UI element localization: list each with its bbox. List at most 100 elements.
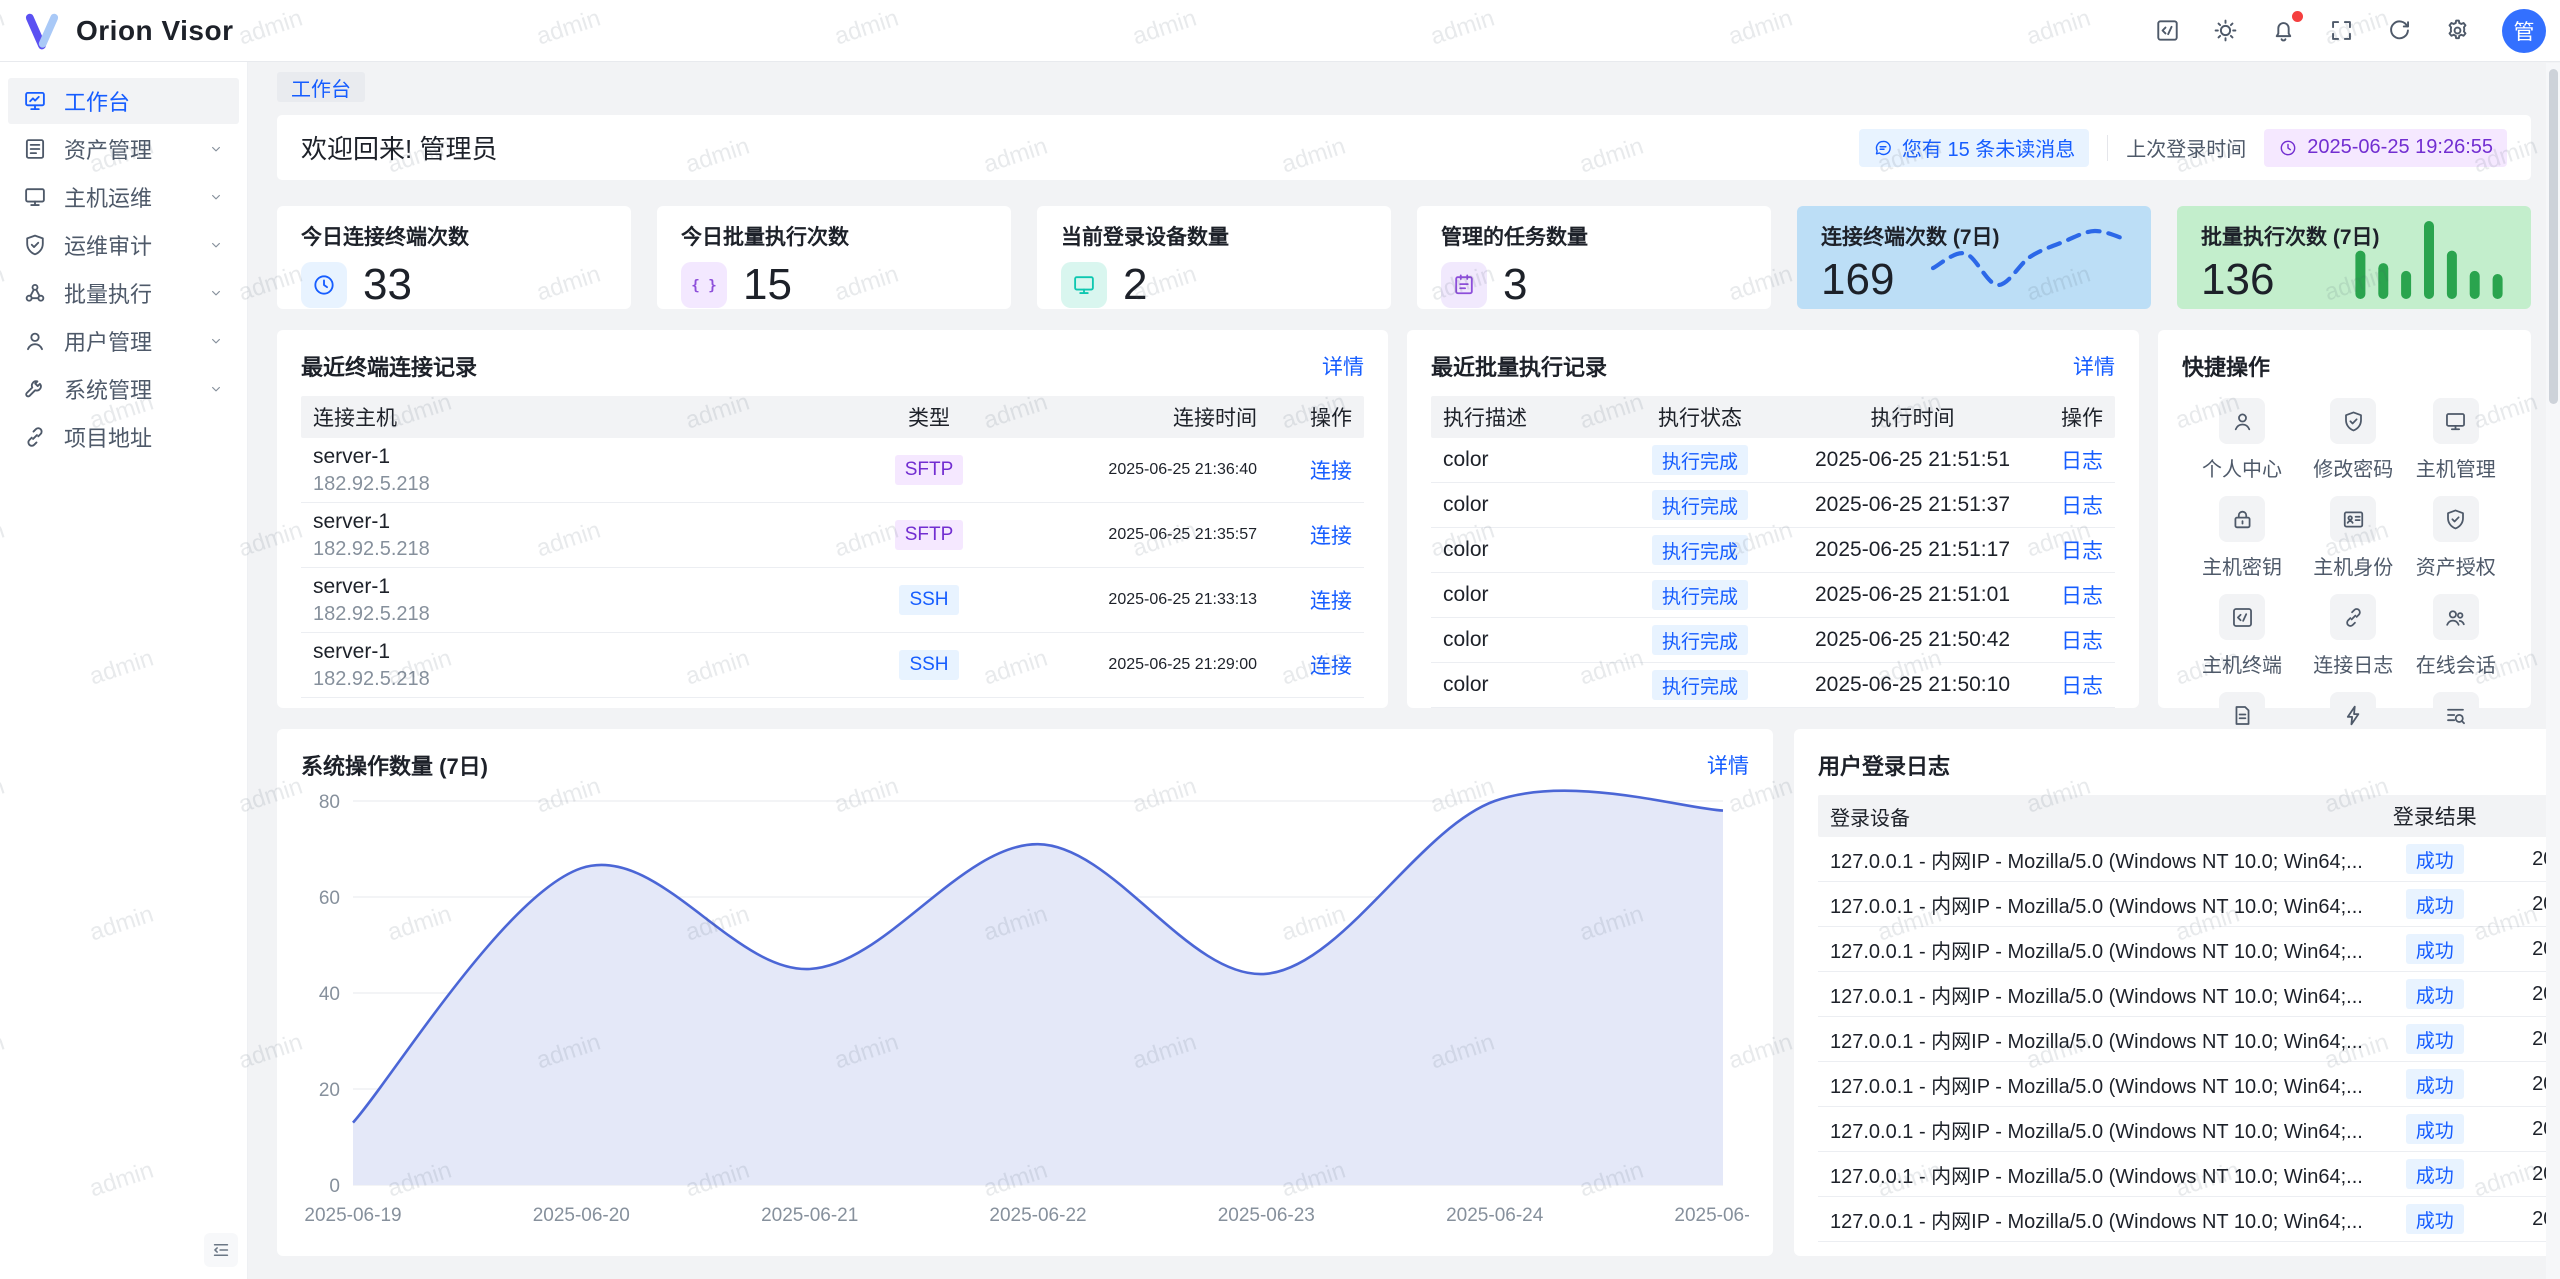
quick-action-8[interactable]: 在线会话 bbox=[2405, 594, 2508, 678]
quick-action-5[interactable]: 资产授权 bbox=[2405, 496, 2508, 580]
quick-action-7[interactable]: 连接日志 bbox=[2302, 594, 2405, 678]
svg-text:40: 40 bbox=[319, 984, 340, 1005]
welcome-card: 欢迎回来! 管理员 您有 15 条未读消息 上次登录时间 2025-06-25 … bbox=[277, 115, 2531, 180]
login-result-tag: 成功 bbox=[2406, 1114, 2464, 1144]
code-button[interactable] bbox=[2150, 14, 2184, 48]
exec-status-tag: 执行完成 bbox=[1652, 670, 1748, 700]
quick-action-3[interactable]: 主机密钥 bbox=[2182, 496, 2302, 580]
collapse-sidebar-button[interactable] bbox=[204, 1233, 238, 1267]
connect-link[interactable]: 连接 bbox=[1310, 655, 1352, 678]
log-link[interactable]: 日志 bbox=[2061, 675, 2103, 698]
login-device: 127.0.0.1 - 内网IP - Mozilla/5.0 (Windows … bbox=[1818, 845, 2375, 874]
sidebar-item-5[interactable]: 用户管理 bbox=[8, 318, 239, 364]
stat-card-3: 管理的任务数量 3 bbox=[1417, 206, 1771, 309]
sidebar-item-6[interactable]: 系统管理 bbox=[8, 366, 239, 412]
ops-area-chart: 0204060802025-06-192025-06-202025-06-212… bbox=[301, 787, 1749, 1244]
breadcrumb[interactable]: 工作台 bbox=[277, 72, 365, 102]
login-device: 127.0.0.1 - 内网IP - Mozilla/5.0 (Windows … bbox=[1818, 1070, 2375, 1099]
team-icon bbox=[2433, 594, 2479, 640]
stat-label: 当前登录设备数量 bbox=[1061, 221, 1367, 251]
sidebar: 工作台 资产管理 主机运维 运维审计 批量执行 用户管理 系统管理 bbox=[0, 62, 248, 1279]
login-device: 127.0.0.1 - 内网IP - Mozilla/5.0 (Windows … bbox=[1818, 1115, 2375, 1144]
exec-desc: color bbox=[1431, 583, 1620, 607]
exec-desc: color bbox=[1431, 673, 1620, 697]
connect-link[interactable]: 连接 bbox=[1310, 590, 1352, 613]
main-content: 工作台 欢迎回来! 管理员 您有 15 条未读消息 上次登录时间 2025-06… bbox=[248, 62, 2560, 1279]
quick-action-6[interactable]: 主机终端 bbox=[2182, 594, 2302, 678]
svg-text:2025-06-21: 2025-06-21 bbox=[761, 1205, 858, 1226]
log-link[interactable]: 日志 bbox=[2061, 540, 2103, 563]
braces-icon: { } bbox=[681, 262, 727, 308]
quick-action-label: 主机密钥 bbox=[2202, 551, 2282, 580]
host-name: server-1 bbox=[313, 510, 857, 534]
ops-panel-title: 系统操作数量 (7日) bbox=[301, 749, 488, 781]
terminal-details-link[interactable]: 详情 bbox=[1322, 351, 1364, 381]
svg-text:80: 80 bbox=[319, 792, 340, 813]
notifications-button[interactable] bbox=[2266, 14, 2300, 48]
sidebar-item-7[interactable]: 项目地址 bbox=[8, 414, 239, 460]
batch-details-link[interactable]: 详情 bbox=[2073, 351, 2115, 381]
sidebar-item-4[interactable]: 批量执行 bbox=[8, 270, 239, 316]
exec-status-tag: 执行完成 bbox=[1652, 625, 1748, 655]
batch-records-panel: 最近批量执行记录 详情 执行描述执行状态 执行时间操作 color 执行完成 2… bbox=[1407, 330, 2139, 708]
batch-spark-card: 批量执行次数 (7日) 136 bbox=[2177, 206, 2531, 309]
login-result-tag: 成功 bbox=[2406, 1159, 2464, 1189]
terminal-panel-title: 最近终端连接记录 bbox=[301, 350, 477, 382]
table-row: color 执行完成 2025-06-25 21:51:37 日志 bbox=[1431, 483, 2115, 528]
scrollbar-thumb[interactable] bbox=[2549, 69, 2558, 404]
host-icon bbox=[22, 184, 48, 210]
sidebar-item-3[interactable]: 运维审计 bbox=[8, 222, 239, 268]
quick-action-4[interactable]: 主机身份 bbox=[2302, 496, 2405, 580]
sidebar-item-label: 工作台 bbox=[64, 85, 130, 117]
connect-link[interactable]: 连接 bbox=[1310, 460, 1352, 483]
table-header: 连接主机类型 连接时间操作 bbox=[301, 396, 1364, 438]
bell-icon bbox=[2270, 17, 2297, 44]
table-header: 执行描述执行状态 执行时间操作 bbox=[1431, 396, 2115, 438]
asset-icon bbox=[22, 136, 48, 162]
stats-row: 今日连接终端次数 33 今日批量执行次数 { } 15 当前登录设备数量 2 管… bbox=[277, 206, 2531, 309]
refresh-button[interactable] bbox=[2382, 14, 2416, 48]
login-result-tag: 成功 bbox=[2406, 1204, 2464, 1234]
quick-panel-title: 快捷操作 bbox=[2182, 350, 2270, 382]
link-icon bbox=[2330, 594, 2376, 640]
host-name: server-1 bbox=[313, 575, 857, 599]
sidebar-item-label: 资产管理 bbox=[64, 133, 152, 165]
login-panel-title: 用户登录日志 bbox=[1818, 749, 1950, 781]
id-card-icon bbox=[2330, 496, 2376, 542]
svg-text:2025-06-23: 2025-06-23 bbox=[1218, 1205, 1315, 1226]
terminal-records-panel: 最近终端连接记录 详情 连接主机类型 连接时间操作 server-1182.92… bbox=[277, 330, 1388, 708]
log-link[interactable]: 日志 bbox=[2061, 495, 2103, 518]
fullscreen-button[interactable] bbox=[2324, 14, 2358, 48]
sidebar-item-label: 运维审计 bbox=[64, 229, 152, 261]
quick-action-2[interactable]: 主机管理 bbox=[2405, 398, 2508, 482]
exec-time: 2025-06-25 21:51:01 bbox=[1780, 583, 2045, 607]
scrollbar[interactable] bbox=[2546, 63, 2560, 1279]
clock-icon bbox=[301, 262, 347, 308]
ops-details-link[interactable]: 详情 bbox=[1707, 750, 1749, 780]
type-tag: SSH bbox=[899, 650, 958, 680]
sidebar-item-0[interactable]: 工作台 bbox=[8, 78, 239, 124]
login-log-panel: 用户登录日志 详情 登录设备登录结果 登录时间 127.0.0.1 - 内网IP… bbox=[1794, 729, 2560, 1256]
connect-link[interactable]: 连接 bbox=[1310, 525, 1352, 548]
user-icon bbox=[2219, 398, 2265, 444]
sidebar-item-1[interactable]: 资产管理 bbox=[8, 126, 239, 172]
table-row: color 执行完成 2025-06-25 21:50:42 日志 bbox=[1431, 618, 2115, 663]
settings-button[interactable] bbox=[2440, 14, 2474, 48]
stat-card-0: 今日连接终端次数 33 bbox=[277, 206, 631, 309]
sidebar-item-2[interactable]: 主机运维 bbox=[8, 174, 239, 220]
logo-icon bbox=[22, 11, 62, 51]
user-avatar[interactable]: 管 bbox=[2502, 9, 2546, 53]
table-row: server-1182.92.5.218 SFTP 2025-06-25 21:… bbox=[301, 438, 1364, 503]
theme-button[interactable] bbox=[2208, 14, 2242, 48]
quick-action-0[interactable]: 个人中心 bbox=[2182, 398, 2302, 482]
log-link[interactable]: 日志 bbox=[2061, 450, 2103, 473]
log-link[interactable]: 日志 bbox=[2061, 630, 2103, 653]
quick-action-label: 主机终端 bbox=[2202, 649, 2282, 678]
exec-time: 2025-06-25 21:50:42 bbox=[1780, 628, 2045, 652]
login-result-tag: 成功 bbox=[2406, 1024, 2464, 1054]
stat-value: 15 bbox=[743, 260, 792, 310]
quick-action-1[interactable]: 修改密码 bbox=[2302, 398, 2405, 482]
log-link[interactable]: 日志 bbox=[2061, 585, 2103, 608]
batch-panel-title: 最近批量执行记录 bbox=[1431, 350, 1607, 382]
unread-messages-pill[interactable]: 您有 15 条未读消息 bbox=[1859, 129, 2089, 167]
